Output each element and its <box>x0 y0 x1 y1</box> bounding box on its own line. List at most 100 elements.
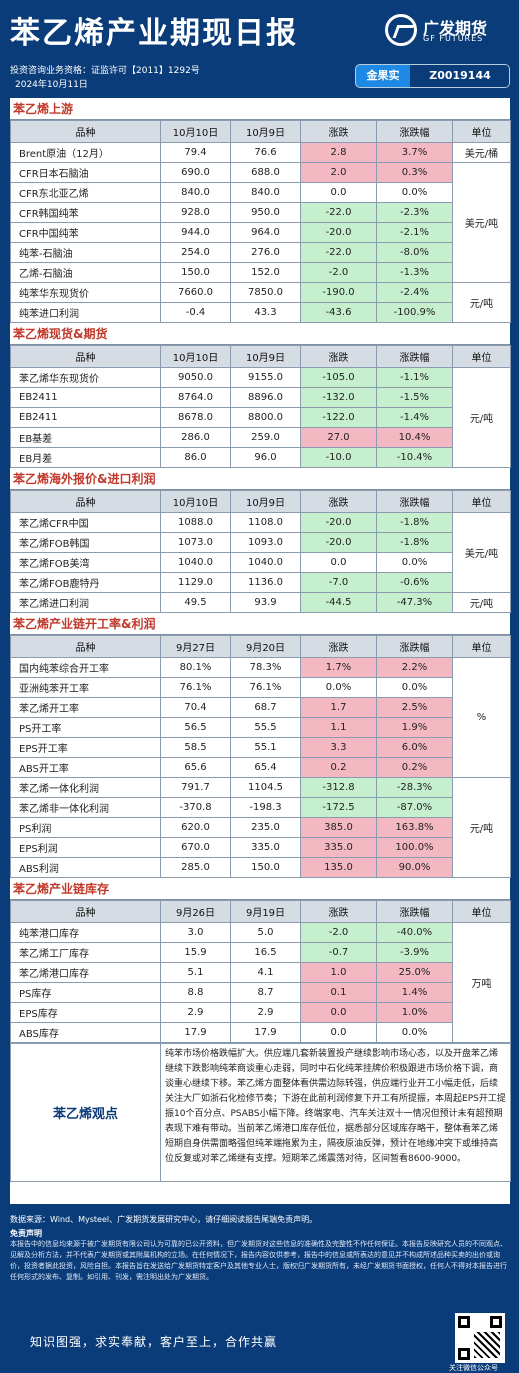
table-row: PS利润 620.0 235.0 385.0 163.8% <box>10 817 511 838</box>
change-value: -172.5 <box>300 797 377 818</box>
change-percent: 0.0% <box>376 552 453 573</box>
value-current: 840.0 <box>160 182 231 203</box>
value-current: 80.1% <box>160 657 231 678</box>
change-percent: -1.4% <box>376 407 453 428</box>
value-current: 5.1 <box>160 962 231 983</box>
row-name: 亚洲纯苯开工率 <box>10 677 161 698</box>
column-header: 涨跌幅 <box>376 900 453 923</box>
slogan: 知识图强，求实奉献，客户至上，合作共赢 <box>30 1335 278 1349</box>
report-panel: 苯乙烯上游 品种 10月10日 10月9日 涨跌 涨跌幅 单位 Brent原油（12月） 79.… <box>10 98 511 1204</box>
change-percent: -1.1% <box>376 367 453 388</box>
change-percent: -1.8% <box>376 512 453 533</box>
value-previous: 68.7 <box>230 697 301 718</box>
change-value: -43.6 <box>300 302 377 323</box>
change-percent: 0.0% <box>376 677 453 698</box>
row-name: EPS开工率 <box>10 737 161 758</box>
table-row: ABS开工率 65.6 65.4 0.2 0.2% <box>10 757 511 778</box>
value-current: 1073.0 <box>160 532 231 553</box>
table-row: ABS利润 285.0 150.0 135.0 90.0% <box>10 857 511 878</box>
row-name: 纯苯进口利润 <box>10 302 161 323</box>
change-value: 0.1 <box>300 982 377 1003</box>
change-value: -44.5 <box>300 592 377 613</box>
value-previous: -198.3 <box>230 797 301 818</box>
disclaimer-title: 免责声明 <box>10 1229 42 1238</box>
change-value: -0.7 <box>300 942 377 963</box>
analyst-id: Z0019144 <box>410 65 509 87</box>
column-header: 10月10日 <box>160 120 231 143</box>
license-text: 投资咨询业务资格：证监许可【2011】1292号 <box>10 66 200 76</box>
value-current: 620.0 <box>160 817 231 838</box>
value-current: 49.5 <box>160 592 231 613</box>
table-row: ABS库存 17.9 17.9 0.0 0.0% <box>10 1022 511 1043</box>
header-bar: 苯乙烯产业期现日报 广发期货 GF FUTURES <box>0 0 519 60</box>
unit-cell: 美元/吨 <box>452 162 511 283</box>
unit-cell: % <box>452 657 511 778</box>
row-name: 苯乙烯FOB韩国 <box>10 532 161 553</box>
change-value: -2.0 <box>300 922 377 943</box>
column-header: 10月9日 <box>230 120 301 143</box>
unit-cell: 美元/吨 <box>452 512 511 593</box>
data-table: 品种 10月10日 10月9日 涨跌 涨跌幅 单位 苯乙烯华东现货价 9050.0 9155.0… <box>10 345 511 468</box>
value-previous: 55.5 <box>230 717 301 738</box>
view-text: 纯苯市场价格跌幅扩大。供应端几套新装置投产继续影响市场心态，以及开盘苯乙烯继续下… <box>160 1043 511 1182</box>
table-row: 苯乙烯港口库存 5.1 4.1 1.0 25.0% <box>10 962 511 983</box>
unit-cell: 元/吨 <box>452 367 511 468</box>
column-header: 10月9日 <box>230 490 301 513</box>
change-value: -10.0 <box>300 447 377 468</box>
change-value: 2.8 <box>300 142 377 163</box>
table-row: 纯苯港口库存 3.0 5.0 -2.0 -40.0% 万吨 <box>10 922 511 1043</box>
value-current: 150.0 <box>160 262 231 283</box>
row-name: 苯乙烯FOB鹿特丹 <box>10 572 161 593</box>
value-current: 928.0 <box>160 202 231 223</box>
value-previous: 150.0 <box>230 857 301 878</box>
change-percent: 2.2% <box>376 657 453 678</box>
data-table: 品种 10月10日 10月9日 涨跌 涨跌幅 单位 苯乙烯CFR中国 1088.0 1108.0… <box>10 490 511 613</box>
row-name: EB基差 <box>10 427 161 448</box>
report-date: 2024年10月11日 <box>15 80 88 90</box>
column-header: 品种 <box>10 490 161 513</box>
value-previous: 235.0 <box>230 817 301 838</box>
value-previous: 76.1% <box>230 677 301 698</box>
change-value: 3.3 <box>300 737 377 758</box>
value-current: 1129.0 <box>160 572 231 593</box>
row-name: PS利润 <box>10 817 161 838</box>
change-value: -22.0 <box>300 202 377 223</box>
table-row: 苯乙烯FOB美湾 1040.0 1040.0 0.0 0.0% <box>10 552 511 573</box>
table-row: CFR中国纯苯 944.0 964.0 -20.0 -2.1% <box>10 222 511 243</box>
change-percent: -47.3% <box>376 592 453 613</box>
column-header: 单位 <box>452 490 511 513</box>
column-header: 单位 <box>452 120 511 143</box>
value-current: 944.0 <box>160 222 231 243</box>
column-header: 涨跌 <box>300 900 377 923</box>
disclaimer-text: 本报告中的信息均来源于被广发期货有限公司认为可靠的已公开资料，但广发期货对这些信… <box>10 1240 507 1281</box>
section-title: 苯乙烯现货&期货 <box>10 323 510 345</box>
logo-en: GF FUTURES <box>423 34 484 43</box>
value-previous: 5.0 <box>230 922 301 943</box>
row-name: 苯乙烯进口利润 <box>10 592 161 613</box>
column-header: 10月10日 <box>160 345 231 368</box>
column-header: 涨跌幅 <box>376 345 453 368</box>
row-name: EB2411 <box>10 387 161 408</box>
column-header: 10月9日 <box>230 345 301 368</box>
change-percent: -2.4% <box>376 282 453 303</box>
row-name: PS开工率 <box>10 717 161 738</box>
qr-code-icon[interactable] <box>455 1313 505 1363</box>
value-current: 791.7 <box>160 777 231 798</box>
value-current: 285.0 <box>160 857 231 878</box>
change-value: 1.7 <box>300 697 377 718</box>
value-previous: 276.0 <box>230 242 301 263</box>
footer: 数据来源：Wind、Mysteel、广发期货发展研究中心，请仔细阅读报告尾端免责… <box>10 1214 510 1283</box>
change-percent: -8.0% <box>376 242 453 263</box>
row-name: 苯乙烯FOB美湾 <box>10 552 161 573</box>
change-value: 27.0 <box>300 427 377 448</box>
change-value: 0.2 <box>300 757 377 778</box>
table-row: CFR韩国纯苯 928.0 950.0 -22.0 -2.3% <box>10 202 511 223</box>
value-previous: 8.7 <box>230 982 301 1003</box>
column-header: 单位 <box>452 635 511 658</box>
table-row: PS开工率 56.5 55.5 1.1 1.9% <box>10 717 511 738</box>
table-row: 苯乙烯工厂库存 15.9 16.5 -0.7 -3.9% <box>10 942 511 963</box>
data-source: 数据来源：Wind、Mysteel、广发期货发展研究中心，请仔细阅读报告尾端免责… <box>10 1215 318 1224</box>
change-value: 385.0 <box>300 817 377 838</box>
value-current: 17.9 <box>160 1022 231 1043</box>
value-current: 56.5 <box>160 717 231 738</box>
